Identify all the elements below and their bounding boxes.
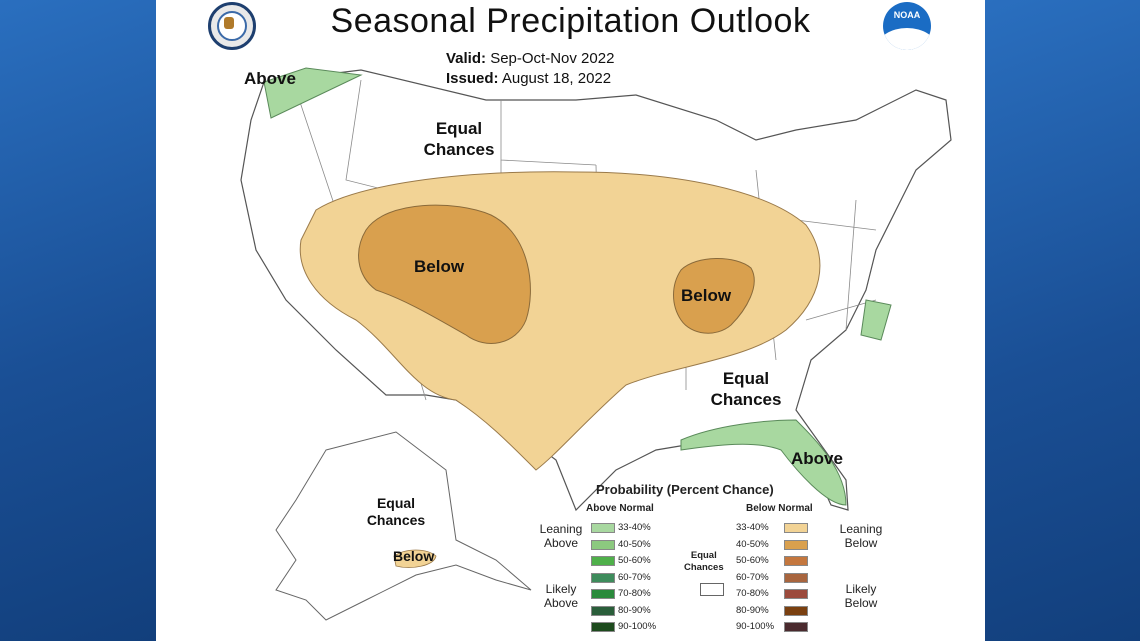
- legend-above-swatch: [591, 589, 615, 599]
- below-alaska-region: [393, 549, 437, 568]
- legend-below-range-label: 60-70%: [736, 571, 769, 583]
- legend-likely-below-line1: Likely: [845, 582, 877, 596]
- legend-above-range-label: 70-80%: [618, 588, 651, 599]
- noaa-logo-icon: NOAA: [883, 2, 931, 50]
- label-equal-alaska-line2: Chances: [366, 512, 426, 528]
- legend-below-range-label: 70-80%: [736, 588, 769, 599]
- legend-below-range-label: 33-40%: [736, 522, 769, 533]
- legend-leaning-below-line2: Below: [844, 536, 878, 550]
- label-equal-south-line1: Equal: [722, 369, 770, 388]
- above-nc-region: [860, 299, 892, 341]
- legend-below-swatch: [784, 539, 808, 550]
- label-above-nw: Above: [244, 69, 296, 88]
- legend-below-range-label: 80-90%: [736, 604, 769, 616]
- legend-below-range-label: 40-50%: [736, 538, 769, 550]
- legend-likely-above: Likely Above: [536, 582, 586, 610]
- legend-above-range-label: 60-70%: [618, 571, 651, 583]
- noaa-logo-text: NOAA: [893, 10, 921, 20]
- label-equal-north-line2: Chances: [423, 140, 495, 159]
- label-above-florida: Above: [791, 449, 843, 468]
- legend-leaning-above: Leaning Above: [536, 522, 586, 550]
- left-frame-background: [0, 0, 156, 641]
- valid-label: Valid:: [446, 50, 487, 67]
- legend-likely-below-line2: Below: [844, 596, 878, 610]
- seal-eagle: [224, 17, 234, 29]
- legend-above-range-label: 33-40%: [618, 522, 651, 533]
- legend-above-swatch: [591, 572, 615, 583]
- label-equal-alaska-line1: Equal: [376, 495, 416, 511]
- legend-above-swatch: [591, 556, 615, 566]
- legend-below-swatch: [784, 622, 808, 632]
- page-title: Seasonal Precipitation Outlook: [330, 2, 811, 40]
- valid-line: Valid: Sep-Oct-Nov 2022: [446, 50, 614, 67]
- label-below-alaska: Below: [393, 548, 435, 564]
- probability-legend: Probability (Percent Chance) Above Norma…: [536, 480, 985, 641]
- legend-likely-above-line2: Above: [543, 596, 579, 610]
- outlook-panel: NOAA Seasonal Precipitation Outlook Vali…: [156, 0, 985, 641]
- legend-below-range-label: 50-60%: [736, 555, 769, 566]
- legend-leaning-below: Leaning Below: [836, 522, 886, 550]
- label-equal-alaska: Equal Chances: [356, 495, 436, 529]
- legend-equal-line1: Equal: [690, 550, 717, 561]
- legend-likely-above-line1: Likely: [545, 582, 577, 596]
- legend-below-header: Below Normal: [746, 503, 813, 514]
- legend-leaning-above-line1: Leaning: [539, 522, 583, 536]
- legend-equal-line2: Chances: [684, 562, 724, 573]
- legend-above-header: Above Normal: [586, 503, 654, 514]
- legend-above-swatch: [591, 605, 615, 616]
- legend-equal-chances-label: Equal Chances: [684, 550, 724, 574]
- issued-line: Issued: August 18, 2022: [446, 70, 611, 87]
- outlook-map: [240, 67, 952, 621]
- label-equal-north: Equal Chances: [414, 118, 504, 160]
- legend-below-swatch: [784, 572, 808, 583]
- above-nw-region: [263, 67, 363, 119]
- label-equal-south: Equal Chances: [701, 368, 791, 410]
- legend-above-range-label: 90-100%: [618, 621, 657, 632]
- above-florida-region: [680, 419, 847, 506]
- legend-likely-below: Likely Below: [836, 582, 886, 610]
- legend-above-swatch: [591, 539, 615, 550]
- valid-value: Sep-Oct-Nov 2022: [490, 50, 615, 67]
- legend-leaning-below-line1: Leaning: [839, 522, 883, 536]
- alaska-outline: [275, 431, 532, 621]
- label-equal-south-line2: Chances: [710, 390, 782, 409]
- right-frame-background: [985, 0, 1140, 641]
- label-equal-north-line1: Equal: [435, 119, 483, 138]
- below-40-50-west-region: [358, 204, 531, 344]
- below-40-50-east-region: [673, 258, 755, 334]
- issued-value: August 18, 2022: [501, 70, 612, 87]
- legend-below-swatch: [784, 556, 808, 566]
- legend-equal-chances-swatch: [700, 583, 724, 596]
- legend-above-range-label: 50-60%: [618, 555, 651, 566]
- noaa-logo-wave: [883, 28, 931, 50]
- label-below-east: Below: [681, 286, 732, 305]
- legend-above-range-label: 40-50%: [618, 538, 651, 550]
- legend-leaning-above-line2: Above: [543, 536, 579, 550]
- issued-label: Issued:: [446, 70, 499, 87]
- legend-below-range-label: 90-100%: [736, 621, 775, 632]
- legend-title: Probability (Percent Chance): [596, 482, 774, 497]
- legend-below-swatch: [784, 605, 808, 616]
- commerce-seal-icon: [208, 2, 256, 50]
- legend-below-swatch: [784, 589, 808, 599]
- legend-above-swatch: [591, 622, 615, 632]
- label-below-west: Below: [414, 257, 465, 276]
- legend-below-swatch: [784, 523, 808, 533]
- legend-above-range-label: 80-90%: [618, 604, 651, 616]
- legend-above-swatch: [591, 523, 615, 533]
